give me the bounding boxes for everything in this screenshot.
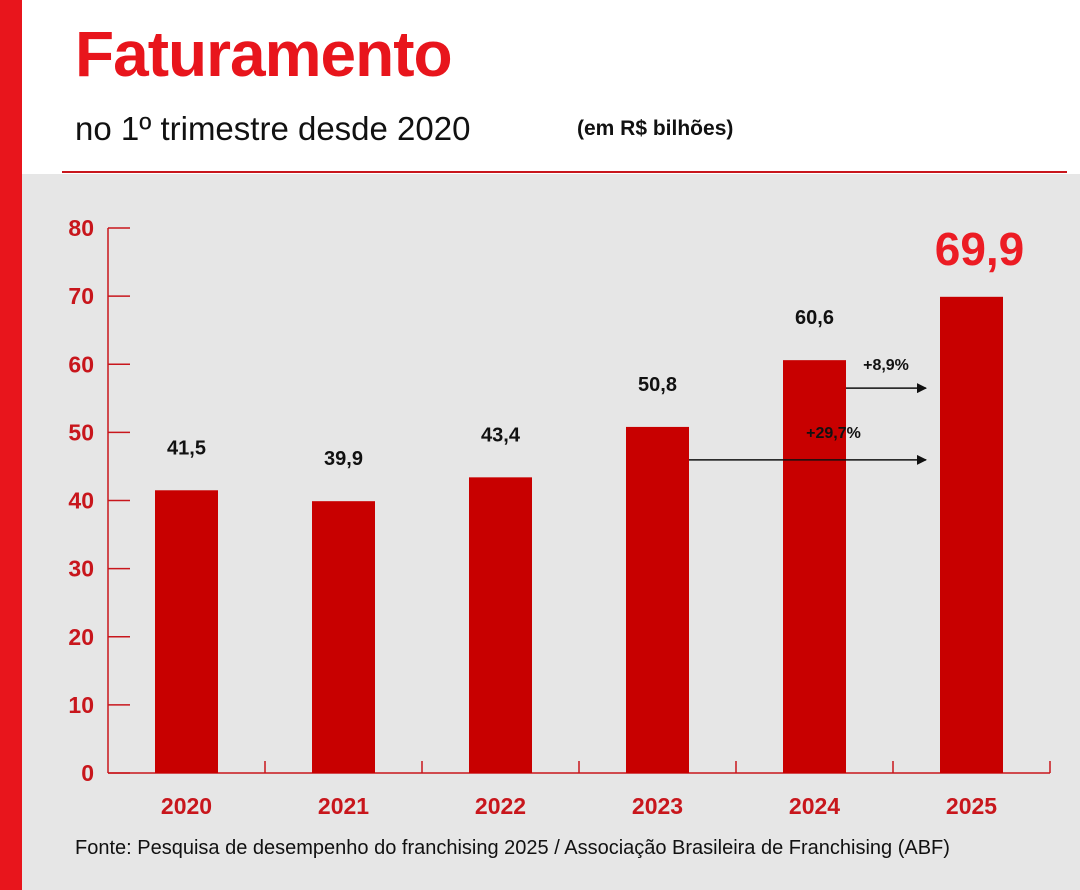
y-tick-label: 30	[68, 556, 94, 582]
value-label-2023: 50,8	[638, 374, 677, 396]
bar-2025	[940, 296, 1003, 773]
unit-label: (em R$ bilhões)	[577, 117, 734, 140]
x-category-label: 2021	[318, 793, 369, 819]
chart-subtitle: no 1º trimestre desde 2020	[75, 110, 471, 147]
x-category-label: 2022	[475, 793, 526, 819]
growth-label: +29,7%	[806, 425, 861, 442]
y-tick-label: 20	[68, 624, 94, 650]
value-label-2020: 41,5	[167, 437, 206, 459]
y-tick-label: 50	[68, 419, 94, 445]
value-label-2024: 60,6	[795, 307, 834, 329]
y-tick-label: 0	[81, 760, 94, 786]
value-label-2022: 43,4	[481, 424, 521, 446]
y-tick-label: 70	[68, 283, 94, 309]
source-note: Fonte: Pesquisa de desempenho do franchi…	[75, 837, 950, 859]
bar-2021	[312, 501, 375, 773]
x-category-label: 2023	[632, 793, 683, 819]
value-label-2025: 69,9	[935, 223, 1025, 275]
bar-2023	[626, 426, 689, 773]
x-category-label: 2025	[946, 793, 997, 819]
y-tick-label: 40	[68, 488, 94, 514]
bars	[155, 296, 1003, 773]
bar-2022	[469, 477, 532, 773]
value-label-2021: 39,9	[324, 448, 363, 470]
bar-2024	[783, 360, 846, 773]
x-category-label: 2020	[161, 793, 212, 819]
accent-stripe	[0, 0, 22, 890]
y-axis: 0 10 20 30 40 50 60 70 80	[68, 215, 1051, 786]
data-labels: 41,5 2020 39,9 2021 43,4 2022 50,8 2023 60,6 2024…	[161, 223, 1024, 819]
growth-label: +8,9%	[863, 357, 909, 374]
growth-annotations: +8,9% +29,7%	[689, 357, 927, 465]
chart-title: Faturamento	[75, 18, 453, 90]
bar-2020	[155, 490, 218, 773]
y-tick-label: 60	[68, 351, 94, 377]
header-divider	[62, 171, 1067, 173]
y-tick-label: 80	[68, 215, 94, 241]
y-tick-label: 10	[68, 692, 94, 718]
x-category-label: 2024	[789, 793, 840, 819]
